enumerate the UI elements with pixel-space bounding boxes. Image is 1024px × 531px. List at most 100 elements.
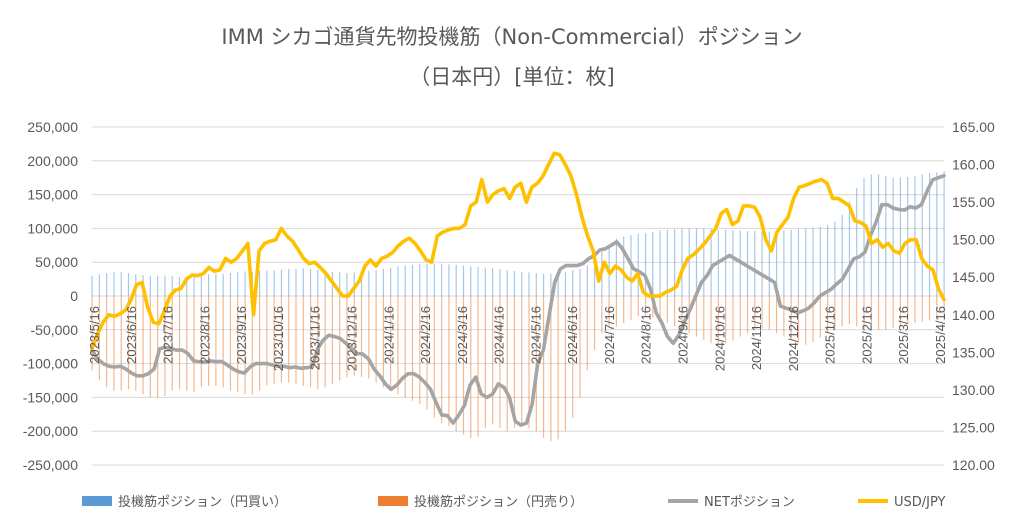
buy-bar [390,267,392,296]
legend: 投機筋ポジション（円買い） 投機筋ポジション（円売り） NETポジション USD/JP… [82,494,946,510]
series-lines [90,151,946,427]
buy-bar [404,265,406,296]
sell-bar [593,296,596,351]
buy-bar [317,269,319,296]
sell-bar [644,296,647,317]
sell-bar [528,296,530,429]
right-tick-label: 160.00 [952,157,995,173]
sell-bar [506,296,508,432]
sell-bar [171,296,173,391]
buy-bar [113,271,115,296]
buy-bar [710,229,712,296]
sell-bar [492,296,494,425]
buy-bar [819,227,821,296]
right-tick-label: 165.00 [952,119,995,135]
buy-bar [419,264,421,296]
buy-bar [360,271,363,296]
sell-bar [368,296,370,379]
buy-bar [368,270,370,296]
buy-bar [171,276,173,296]
sell-bar [149,296,151,398]
sell-bar [652,296,654,318]
buy-bar [397,266,399,296]
buy-bar [805,228,807,296]
buy-bar [229,273,232,296]
sell-bar [907,296,909,325]
sell-bar [572,296,574,418]
net-position-line [90,173,946,427]
buy-bar [353,272,355,296]
buy-bar [302,268,304,296]
left-tick-label: -50,000 [31,322,79,338]
buy-bar [928,172,931,296]
sell-bar [579,296,581,398]
sell-bar [127,296,130,390]
legend-label: 投機筋ポジション（円買い） [118,494,287,510]
sell-bar [805,296,807,345]
buy-bar [681,228,683,296]
x-tick-label: 2024/12/16 [786,306,801,371]
sell-bar [419,296,421,405]
sell-bar [761,296,763,329]
sell-bar [309,296,312,388]
buy-bar [433,263,435,296]
right-tick-label: 125.00 [952,419,995,435]
sell-bar [462,296,465,435]
sell-bar [834,296,836,330]
buy-bar [477,266,479,296]
buy-bar [586,265,588,296]
sell-bar [754,296,756,330]
buy-bar [841,214,843,296]
buy-bar [98,274,100,296]
x-tick-label: 2025/1/16 [823,306,838,364]
sell-bar [397,296,399,395]
x-tick-label: 2025/2/16 [859,306,874,364]
x-tick-label: 2024/9/16 [676,306,691,364]
buy-bar [215,273,217,296]
buy-bar [484,267,486,296]
legend-swatch [378,496,408,506]
buy-bar [557,273,559,296]
buy-bar [462,265,465,296]
sell-bar [98,296,100,381]
sell-bar [630,296,632,320]
chart-title: IMM シカゴ通貨先物投機筋（Non-Commercial）ポジション [221,25,802,49]
sell-bar [783,296,785,337]
buy-bar [237,272,239,296]
sell-bar [266,296,268,386]
sell-bar [739,296,741,337]
buy-bar [572,270,574,296]
sell-bar [856,296,858,327]
sell-bar [703,296,705,340]
sell-bar [848,296,851,325]
x-tick-label: 2024/1/16 [381,306,396,364]
buy-bar [309,268,312,296]
sell-bar [812,296,814,342]
left-tick-label: 250,000 [27,119,78,135]
x-tick-label: 2024/4/16 [492,306,507,364]
sell-bar [360,296,363,378]
buy-bar [455,264,457,296]
right-tick-label: 130.00 [952,382,995,398]
sell-bar [863,296,865,329]
x-tick-label: 2024/2/16 [418,306,433,364]
x-tick-label: 2024/7/16 [602,306,617,364]
left-tick-label: -200,000 [23,423,78,439]
buy-bar [91,275,93,296]
sell-bar [280,296,283,383]
left-tick-label: 50,000 [35,254,78,270]
x-tick-label: 2025/4/16 [933,306,948,364]
sell-bar [564,296,567,432]
sell-bar [448,296,450,426]
x-tick-label: 2024/8/16 [639,306,654,364]
sell-bar [244,296,246,395]
buy-bar [186,277,188,296]
right-axis-ticks: 165.00 160.00 155.00 150.00 145.00 140.00 135.… [952,119,995,473]
x-tick-label: 2023/10/16 [271,306,286,371]
sell-bar [499,296,501,428]
sell-bar [725,296,727,344]
buy-bar [324,270,326,296]
buy-bar [375,270,377,296]
sell-bar [288,296,290,383]
sell-bar [717,296,719,345]
